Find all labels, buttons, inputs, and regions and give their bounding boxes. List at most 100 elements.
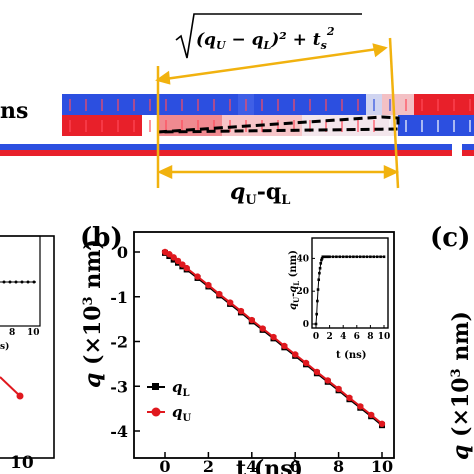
y-tick-label: -3 [110,377,128,396]
wall-strip-upper [62,94,474,115]
panel-b-ylabel: q (×103 nm) [80,239,106,388]
inset-data-point [362,255,365,259]
inset-y-tick-label: 20 [296,287,309,297]
panel-b-inset-xlabel: t (ns) [336,350,366,361]
hypotenuse-formula: (qU − qL)² + ts2 [175,13,362,59]
inset-x-tick-label: 0 [313,332,319,342]
panel-a-red-line [0,376,21,397]
inset-data-point [325,255,329,259]
inset-data-point [358,255,362,259]
inset-data-point [314,322,318,326]
data-point-qU [324,377,331,384]
wall-strip-lower [62,115,474,136]
data-point-qU [346,394,353,402]
inset-data-point [320,257,324,260]
inset-y-tick-label: 0 [303,320,309,330]
inset-data-point [372,255,376,259]
time-label: ns [0,98,28,124]
width-label: qU-qL [230,179,290,208]
y-tick-label: -1 [110,288,128,307]
panel-a-inset-partial-label: s) [0,341,9,352]
panel-a-inset-frame [0,235,41,327]
inset-data-point [338,255,342,259]
inset-data-point [320,258,323,262]
inset-data-point [319,262,323,265]
inset-x-tick-label: 8 [367,332,373,342]
data-point-qU [378,420,386,428]
panel-a-tick-10: 10 [10,453,34,473]
inset-data-point [318,266,322,270]
panel-a-fragment: 8 10 s) 10 [0,235,55,473]
inset-data-point [382,255,386,259]
data-point-qU [205,281,212,289]
panel-c-label: (c) [430,223,470,253]
inset-data-point [326,255,330,259]
x-tick-label: 4 [246,457,257,474]
thin-strip-blue [0,144,474,150]
inset-data-point [375,255,379,259]
inset-data-point [316,299,319,303]
data-point-qU [248,316,255,324]
wall-cell [462,115,474,136]
legend-marker-qU [151,407,161,417]
data-point-qU [335,385,342,393]
data-point-qU [281,342,288,350]
legend-label-qU: qU [172,403,192,424]
hypotenuse-arrow [155,43,388,85]
inset-data-point [341,255,345,259]
y-tick-label: -4 [110,422,128,441]
x-tick-label: 6 [290,457,301,474]
data-point-qU [357,403,364,410]
x-tick-label: 10 [371,457,393,474]
x-tick-label: 8 [333,457,344,474]
inset-data-point [369,255,372,259]
data-point-qU [237,307,245,315]
inset-x-tick-label: 6 [354,332,360,342]
data-point-qU [170,254,177,261]
inset-data-point [316,288,320,291]
panel-b-inset-ylabel: qU-qL (nm) [288,250,301,310]
data-point-qU [313,368,321,376]
data-point-qU [292,351,299,358]
inset-data-point [335,255,338,259]
inset-y-tick-label: 40 [296,254,309,264]
bracket-right-line [388,37,400,189]
panel-b-label: (b) [80,223,123,253]
data-point-qU [302,359,310,367]
inset-data-point [348,255,352,259]
panel-a-inset-tick-8: 8 [9,328,15,338]
legend-label-qL: qL [172,378,190,399]
panel-b-inset-frame [311,237,389,329]
panel-a-inset-points [2,280,36,284]
inset-data-point [315,312,318,316]
thin-strip-red [0,150,474,156]
inset-data-point [328,255,331,259]
wall-tilt-dashed-line [157,115,400,134]
inset-data-point [345,255,348,259]
panel-b-main-plot: 0 2 4 6 8 100-1-2-3-4 [110,243,393,474]
inset-data-point [352,255,355,259]
inset-x-tick-label: 2 [326,332,332,342]
data-point-qU [270,333,277,341]
thin-strip-wall [452,144,462,156]
inset-data-point [322,255,326,259]
data-point-qU [259,325,266,332]
formula-text: (qU − qL)² + ts2 [196,25,335,52]
x-tick-label: 0 [159,457,170,474]
inset-data-point [318,271,321,275]
inset-x-tick-label: 4 [340,332,346,342]
legend-marker-qL [152,383,159,390]
data-point-qU [174,257,182,265]
inset-data-point [324,255,327,259]
width-arrow [156,165,400,179]
inset-data-point [365,255,369,259]
y-tick-label: -2 [110,333,128,352]
wall-cell [462,94,474,115]
data-point-qU [183,264,190,272]
panel-b-xlabel: t (ns) [236,456,303,474]
inset-data-point [379,255,382,259]
data-point-qU [216,290,223,298]
panel-b-legend: qL qU [147,378,192,424]
